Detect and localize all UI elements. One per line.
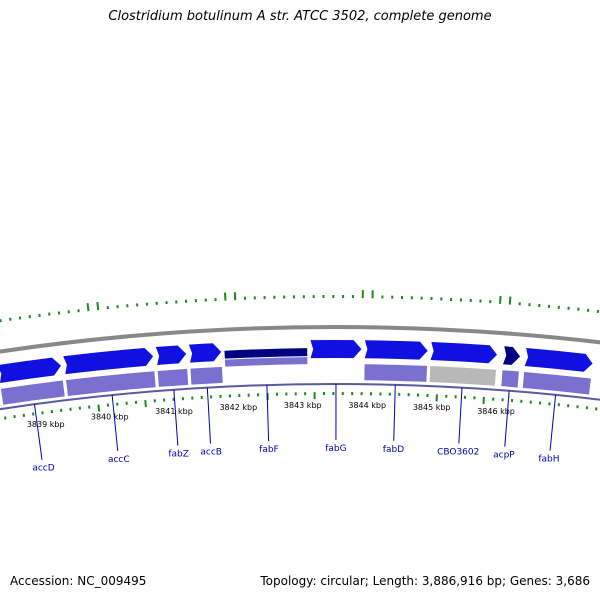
gene-accD-label[interactable]: accD [32,464,54,474]
gene-CBO3602-label[interactable]: CBO3602 [437,448,479,458]
gene-fabF-arrow[interactable] [224,348,308,359]
gene-fabH-lane [522,371,591,395]
gene-accB-arrow[interactable] [188,343,222,363]
gene-labels[interactable]: accD accC fabZ accB fabF fabG fabD CBO3602 acpP f… [32,383,560,474]
gene-accC-label[interactable]: accC [108,455,130,465]
inner-tick [144,400,147,408]
backbone-line [0,325,600,354]
gene-track[interactable] [0,340,593,419]
kbp-label: 3846 kbp [477,407,515,416]
kbp-label: 3841 kbp [155,407,193,416]
accession-text: Accession: NC_009495 [10,574,147,588]
gene-fabF-lane [224,357,308,367]
genome-backbone [0,325,600,411]
gene-accD-leader [33,404,43,460]
gene-accB-lane [190,366,223,385]
gene-fabH-label[interactable]: fabH [538,455,559,465]
gene-accC-arrow[interactable] [63,347,154,375]
gene-acpP-arrow[interactable] [502,346,521,365]
gene-fabD-label[interactable]: fabD [383,445,404,455]
outer-tick [508,296,512,305]
inner-gc-ticks [4,391,598,420]
gene-fabG-arrow[interactable] [310,340,362,359]
gene-CBO3602-arrow[interactable] [430,342,498,364]
gene-fabF-leader [266,385,270,442]
gene-fabZ-leader [173,389,179,446]
gene-accD-lane [0,380,65,405]
kbp-label: 3844 kbp [348,401,386,410]
outer-tick [96,302,100,311]
inner-tick [97,404,101,412]
gene-fabZ-lane [157,368,189,387]
gene-fabH-arrow[interactable] [524,348,593,372]
annotation-lane [0,357,591,405]
kbp-label: 3842 kbp [219,403,257,412]
inner-ring-line [0,383,600,411]
gene-CBO3602-lane [429,366,496,386]
gene-accB-leader [206,387,212,444]
gene-acpP-label[interactable]: acpP [493,451,515,461]
gene-fabZ-label[interactable]: fabZ [168,450,189,460]
map-title: Clostridium botulinum A str. ATCC 3502, … [108,9,492,24]
kbp-label: 3843 kbp [284,401,322,410]
gene-accD-arrow[interactable] [0,357,61,383]
gene-fabD-lane [364,364,428,382]
kbp-scale: 3839 kbp 3840 kbp 3841 kbp 3842 kbp 3843 kbp… [27,401,515,429]
kbp-label: 3845 kbp [413,403,451,412]
gene-fabF-label[interactable]: fabF [259,445,279,455]
gene-acpP-lane [501,370,519,388]
kbp-label: 3839 kbp [27,420,65,429]
outer-gc-ticks [0,290,600,323]
topology-text: Topology: circular; Length: 3,886,916 bp… [260,574,590,588]
gene-CBO3602-leader [458,387,463,444]
gene-accB-label[interactable]: accB [200,448,222,458]
kbp-label: 3840 kbp [91,413,129,422]
gene-fabD-leader [393,384,396,441]
gene-fabZ-arrow[interactable] [155,345,187,366]
gene-fabH-leader [549,394,557,451]
gene-acpP-leader [504,390,510,447]
gene-accC-leader [111,395,119,451]
gene-fabD-arrow[interactable] [364,340,428,360]
gene-fabG-label[interactable]: fabG [325,444,346,454]
gene-accC-lane [66,371,156,396]
outer-tick [86,303,90,312]
outer-tick [499,295,502,304]
